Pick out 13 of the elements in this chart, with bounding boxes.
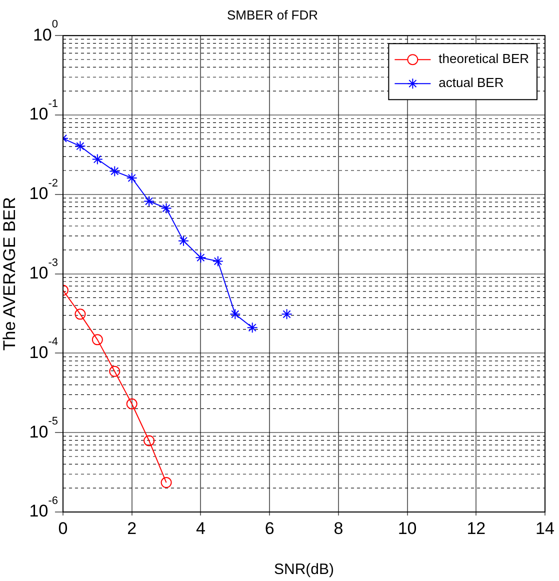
x-tick-label: 6: [264, 518, 274, 538]
x-tick-label: 12: [466, 518, 486, 538]
x-tick-label: 0: [58, 518, 68, 538]
x-tick-label: 2: [127, 518, 137, 538]
y-axis-title: The AVERAGE BER: [0, 196, 19, 351]
chart-title: SMBER of FDR: [226, 7, 318, 22]
legend-label: theoretical BER: [438, 51, 530, 66]
x-axis-title: SNR(dB): [274, 561, 334, 578]
legend-label: actual BER: [438, 75, 504, 90]
x-tick-label: 4: [196, 518, 206, 538]
x-tick-label: 10: [398, 518, 417, 538]
x-tick-label: 14: [536, 518, 554, 538]
x-tick-label: 8: [334, 518, 344, 538]
